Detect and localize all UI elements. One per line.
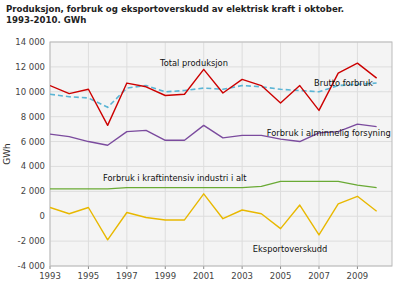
x-grid-line (203, 42, 204, 266)
title-line: Produksjon, forbruk og eksportoverskudd … (6, 4, 344, 14)
x-grid-line (88, 42, 89, 266)
plot-background (50, 42, 392, 266)
series-label: Forbruk i alminnelig forsyning (267, 128, 391, 138)
y-tick-label: -4 000 (18, 261, 45, 271)
y-tick-label: 12 000 (15, 62, 45, 72)
x-grid-line (242, 42, 243, 266)
lines (50, 63, 377, 240)
y-tick-label: 10 000 (15, 87, 45, 97)
x-tick-label: 2009 (347, 271, 369, 281)
x-tick-label: 2005 (270, 271, 292, 281)
y-tick-label: 8 000 (21, 112, 45, 122)
y-axis-label: GWh (2, 143, 12, 165)
x-grid-line (357, 42, 358, 266)
y-grid-line (50, 241, 392, 242)
title-line: 1993-2010. GWh (6, 15, 86, 25)
y-tick-label: 0 (40, 211, 45, 221)
series-line (50, 194, 377, 240)
y-tick-label: 4 000 (21, 161, 45, 171)
plot-frame (50, 42, 392, 266)
x-grid-line (165, 42, 166, 266)
x-tick-label: 1993 (39, 271, 61, 281)
y-grid-line (50, 166, 392, 167)
y-grid-line (50, 191, 392, 192)
chart: Produksjon, forbruk og eksportoverskudd … (0, 0, 400, 290)
y-tick-label: 2 000 (21, 186, 45, 196)
y-tick-label: 14 000 (15, 37, 45, 47)
x-grid-line (280, 42, 281, 266)
y-tick-label: 6 000 (21, 137, 45, 147)
x-tick-label: 1995 (78, 271, 100, 281)
title: Produksjon, forbruk og eksportoverskudd … (6, 4, 344, 25)
series-line (50, 63, 377, 125)
series-label: Forbruk i kraftintensiv industri i alt (103, 173, 247, 183)
x-tick-label: 2003 (231, 271, 253, 281)
y-grid-line (50, 116, 392, 117)
series-label: Eksportoverskudd (253, 244, 328, 254)
x-tick-label: 2007 (308, 271, 330, 281)
x-tick-label: 1997 (116, 271, 138, 281)
x-grid-line (126, 42, 127, 266)
series-label: Total produksjon (159, 58, 228, 68)
x-grid-line (318, 42, 319, 266)
y-grid-line (50, 141, 392, 142)
x-tick-label: 2001 (193, 271, 215, 281)
series-label: Brutto forbruk (314, 78, 373, 88)
y-tick-label: -2 000 (18, 236, 45, 246)
x-tick-label: 1999 (154, 271, 176, 281)
